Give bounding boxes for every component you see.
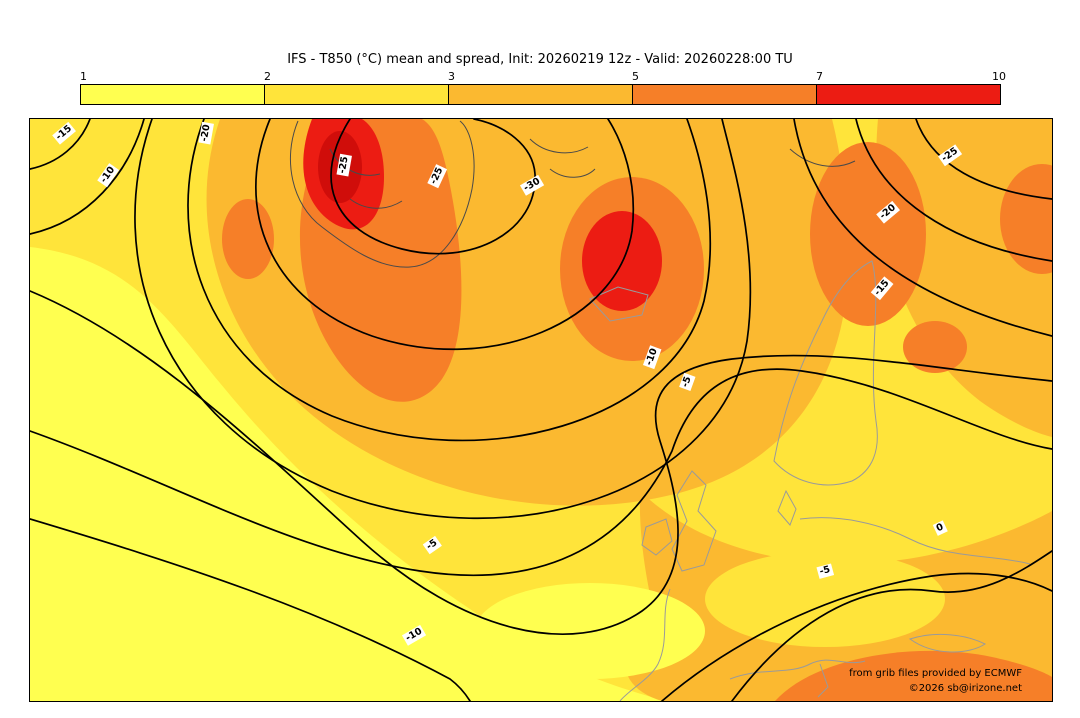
isotherm-minus15-ne — [793, 119, 1052, 337]
colorbar-tick-label: 2 — [264, 70, 271, 83]
isotherm-minus5-south — [731, 550, 1052, 701]
spread-fill-layer — [30, 119, 1052, 701]
colorbar-tick-label: 10 — [992, 70, 1006, 83]
ireland-coastline — [641, 518, 673, 556]
iceland-coastline — [589, 286, 649, 322]
colorbar-tick-label: 5 — [632, 70, 639, 83]
isotherm-zero — [661, 572, 1052, 701]
colorbar-ticks: 1 2 3 5 7 10 — [80, 70, 1006, 84]
isotherm-minus10-south — [30, 518, 471, 701]
isotherm-minus5 — [30, 368, 1052, 577]
great-britain-coastline — [671, 470, 717, 572]
scandinavia-coastline — [773, 260, 878, 486]
colorbar-segment — [264, 85, 448, 104]
colorbar-bar — [80, 84, 1001, 105]
baltic-coastline — [799, 517, 1031, 565]
isotherm-minus15-nw — [30, 119, 91, 170]
isotherm-layer — [30, 119, 1052, 701]
greenland-coastline — [289, 120, 475, 268]
credits-copyright: ©2026 sb@irizone.net — [908, 683, 1022, 694]
colorbar-segment — [448, 85, 632, 104]
credits-ecmwf: from grib files provided by ECMWF — [849, 668, 1022, 679]
colorbar-segment — [81, 85, 264, 104]
colorbar-segment — [816, 85, 1000, 104]
isotherm-minus10 — [30, 290, 1052, 636]
map-image — [30, 119, 1052, 701]
isotherm-minus15 — [134, 119, 752, 520]
colorbar-tick-label: 7 — [816, 70, 823, 83]
isotherm-minus20 — [187, 119, 712, 442]
colorbar-tick-label: 3 — [448, 70, 455, 83]
arctic-islands-coastline — [529, 138, 856, 178]
spread-colorbar: 1 2 3 5 7 10 — [80, 70, 1006, 105]
isotherm-minus30 — [330, 119, 536, 255]
colorbar-segment — [632, 85, 816, 104]
black-sea-coastline — [908, 634, 986, 653]
isotherm-minus25-ne — [915, 119, 1052, 200]
isotherm-minus20-ne — [855, 119, 1052, 262]
colorbar-tick-label: 1 — [80, 70, 87, 83]
denmark-coastline — [777, 489, 797, 526]
page-title: IFS - T850 (°C) mean and spread, Init: 2… — [287, 52, 793, 67]
west-europe-coastline — [619, 588, 671, 701]
map-canvas: -15 -10 -20 -25 -25 -30 -25 -20 -15 -10 … — [29, 118, 1053, 702]
isotherm-minus10-nw — [30, 119, 145, 235]
isotherm-minus25 — [255, 119, 635, 351]
coastline-layer — [289, 120, 1031, 701]
